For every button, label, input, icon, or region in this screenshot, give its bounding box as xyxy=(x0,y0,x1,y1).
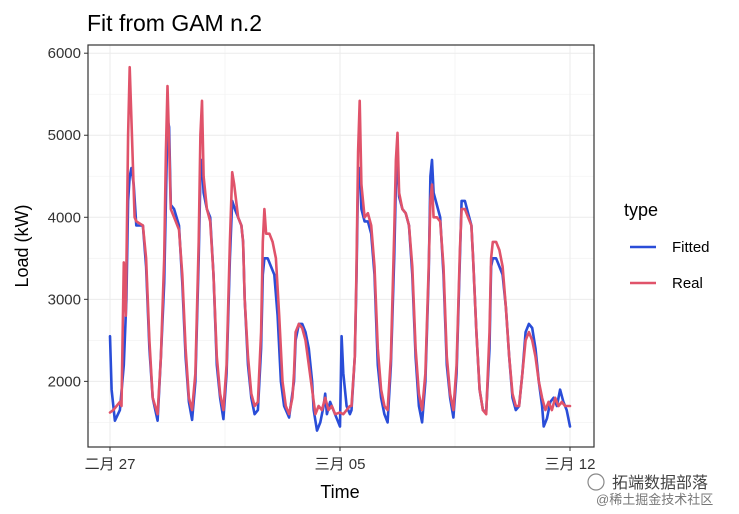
legend-label-fitted: Fitted xyxy=(672,239,710,256)
y-tick-label: 4000 xyxy=(48,209,81,226)
x-tick-label: 二月 27 xyxy=(85,456,136,473)
legend-label-real: Real xyxy=(672,275,703,292)
x-axis-title: Time xyxy=(320,482,359,502)
grid-major xyxy=(88,45,594,447)
y-tick-label: 3000 xyxy=(48,291,81,308)
chart-title: Fit from GAM n.2 xyxy=(87,10,262,36)
watermark-main: 拓端数据部落 xyxy=(612,474,708,492)
legend: type Fitted Real xyxy=(624,200,710,292)
watermark: 拓端数据部落 @稀土掘金技术社区 xyxy=(587,473,713,507)
y-axis: 2000 3000 4000 5000 6000 xyxy=(48,45,88,390)
plot-border xyxy=(87,44,595,448)
x-tick-label: 三月 05 xyxy=(315,456,366,473)
watermark-sub: @稀土掘金技术社区 xyxy=(596,492,713,507)
series-layer xyxy=(108,65,572,432)
legend-title: type xyxy=(624,200,658,220)
y-tick-label: 5000 xyxy=(48,127,81,144)
x-axis: 二月 27 三月 05 三月 12 xyxy=(85,447,596,473)
wechat-icon xyxy=(587,473,605,491)
y-tick-label: 6000 xyxy=(48,45,81,62)
y-tick-label: 2000 xyxy=(48,373,81,390)
y-axis-title: Load (kW) xyxy=(12,204,32,287)
series-line-real xyxy=(108,65,572,416)
x-tick-label: 三月 12 xyxy=(545,456,596,473)
